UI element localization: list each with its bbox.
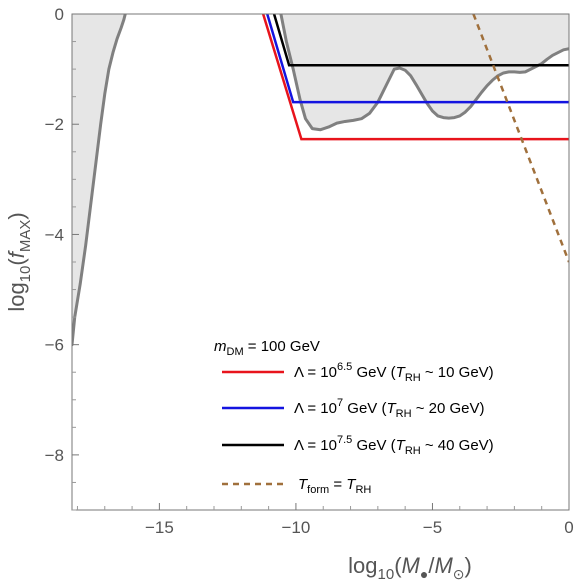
y-tick-label: −8 — [45, 446, 64, 465]
series-line-brown — [472, 14, 569, 263]
x-axis-label: log10(M●/M⊙) — [348, 553, 472, 581]
constraint-boundary-left — [72, 14, 127, 347]
axis-ticks: −15 −10 −5 0 0 −2 −4 −6 −8 — [45, 5, 574, 537]
legend-label-black: Λ = 107.5 GeV (TRH ~ 40 GeV) — [294, 434, 494, 457]
x-tick-label: −10 — [282, 518, 311, 537]
x-tick-label: −15 — [145, 518, 174, 537]
legend-label-red: Λ = 106.5 GeV (TRH ~ 10 GeV) — [294, 361, 494, 384]
legend-label-brown: Tform = TRH — [298, 476, 371, 496]
series-line-red — [261, 14, 569, 141]
x-tick-label: 0 — [564, 518, 573, 537]
y-tick-label: −2 — [45, 115, 64, 134]
legend-label-blue: Λ = 107 GeV (TRH ~ 20 GeV) — [294, 397, 485, 420]
y-tick-label: −6 — [45, 336, 64, 355]
y-axis-label: log10(fMAX) — [4, 212, 34, 311]
series-line-black — [272, 14, 569, 67]
y-tick-label: 0 — [55, 5, 64, 24]
constraint-fill-right — [280, 14, 569, 130]
constraint-boundary-right — [279, 14, 569, 132]
constraint-regions — [72, 14, 569, 510]
series-line-blue — [266, 14, 569, 104]
x-tick-label: −5 — [423, 518, 442, 537]
series-lines — [261, 14, 569, 263]
legend: mDM = 100 GeV Λ = 106.5 GeV (TRH ~ 10 Ge… — [214, 338, 494, 496]
legend-header: mDM = 100 GeV — [214, 338, 320, 358]
y-tick-label: −4 — [45, 225, 64, 244]
constraint-fill-left — [72, 14, 126, 510]
